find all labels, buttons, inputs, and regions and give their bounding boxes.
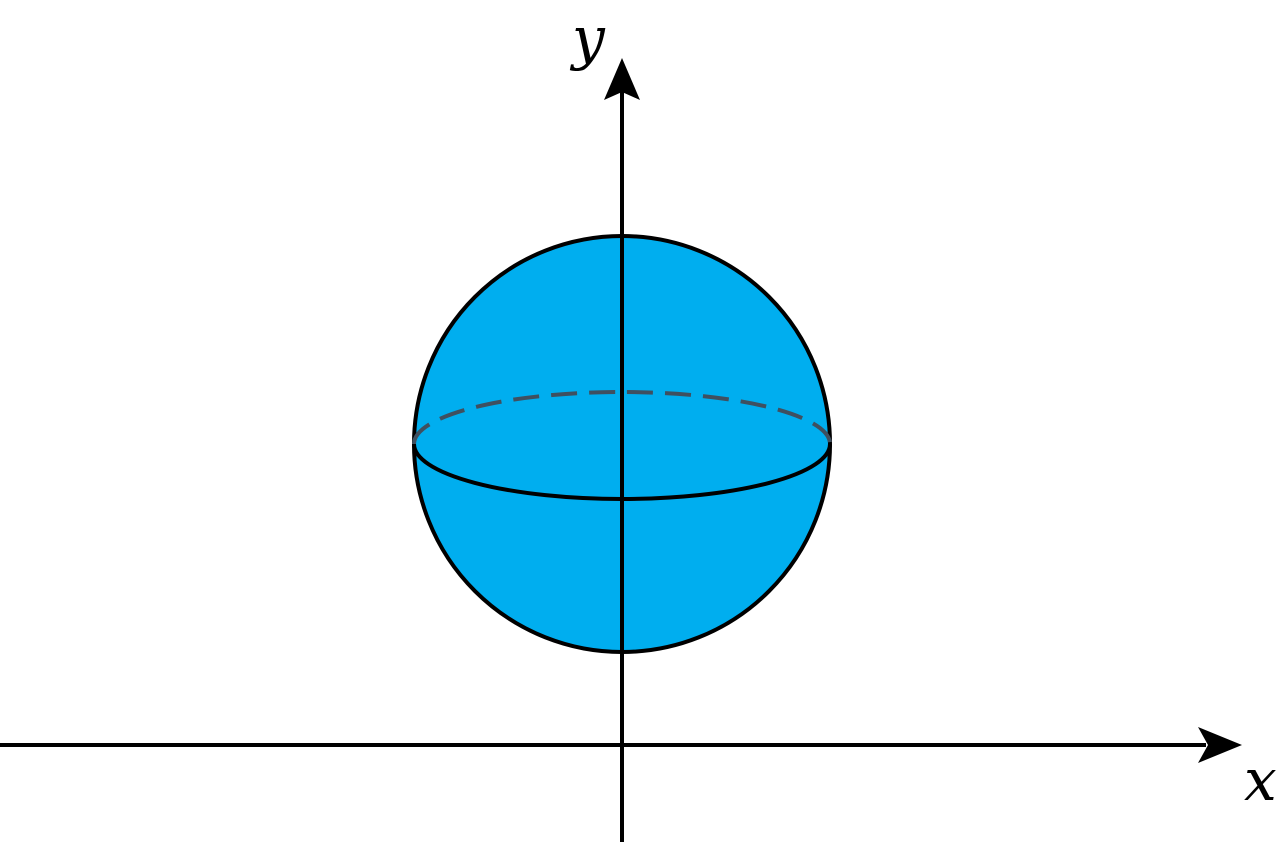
x-axis-label: x	[1244, 746, 1277, 814]
x-axis-arrowhead	[1198, 727, 1242, 763]
y-axis-arrowhead	[604, 58, 640, 100]
y-axis-label: y	[569, 4, 606, 72]
